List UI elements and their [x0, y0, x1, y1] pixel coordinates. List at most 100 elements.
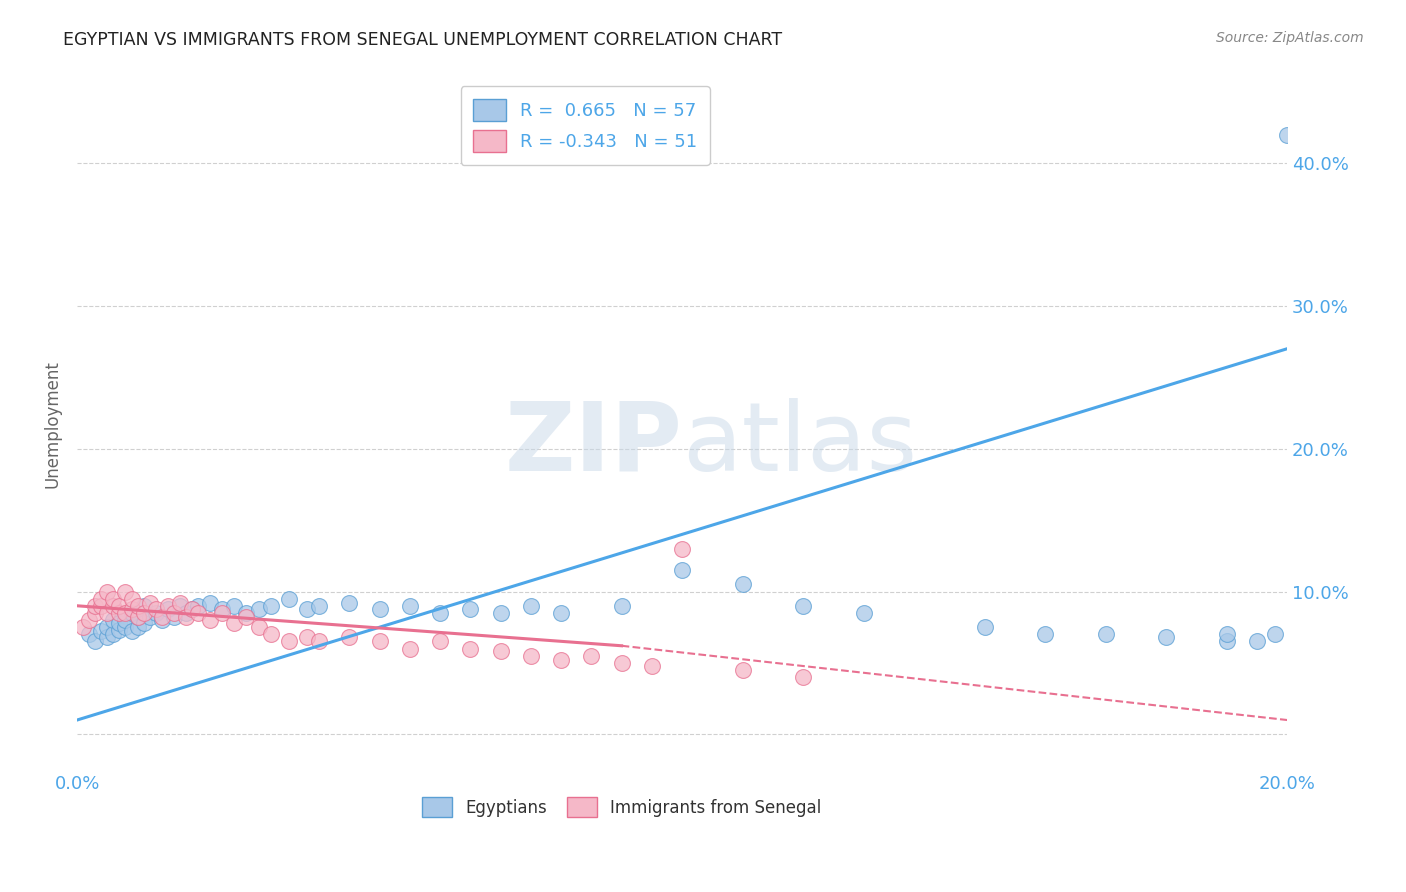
Point — [169, 599, 191, 613]
Point — [121, 606, 143, 620]
Point — [973, 620, 995, 634]
Point — [145, 606, 167, 620]
Point — [260, 627, 283, 641]
Point — [114, 584, 136, 599]
Point — [108, 615, 131, 630]
Point — [103, 591, 125, 606]
Point — [132, 606, 155, 620]
Point — [127, 610, 149, 624]
Text: ZIP: ZIP — [505, 398, 682, 491]
Point — [108, 623, 131, 637]
Point — [121, 624, 143, 639]
Text: Source: ZipAtlas.com: Source: ZipAtlas.com — [1216, 31, 1364, 45]
Point — [1154, 630, 1177, 644]
Point — [114, 606, 136, 620]
Point — [84, 606, 107, 620]
Legend: Egyptians, Immigrants from Senegal: Egyptians, Immigrants from Senegal — [415, 790, 828, 824]
Point — [247, 620, 270, 634]
Point — [174, 606, 197, 620]
Point — [671, 541, 693, 556]
Point — [156, 601, 179, 615]
Point — [277, 591, 299, 606]
Point — [103, 599, 125, 613]
Point — [121, 591, 143, 606]
Point — [1246, 634, 1268, 648]
Point — [550, 606, 572, 620]
Point — [163, 610, 186, 624]
Point — [610, 656, 633, 670]
Point — [96, 606, 118, 620]
Point — [163, 606, 186, 620]
Point — [610, 599, 633, 613]
Point — [1215, 627, 1237, 641]
Point — [127, 620, 149, 634]
Point — [181, 601, 204, 615]
Point — [90, 624, 112, 639]
Point — [429, 634, 451, 648]
Point — [235, 606, 257, 620]
Point — [72, 620, 94, 634]
Point — [489, 644, 512, 658]
Point — [1275, 128, 1298, 142]
Point — [520, 648, 543, 663]
Point — [150, 610, 173, 624]
Point — [150, 613, 173, 627]
Point — [792, 599, 814, 613]
Point — [235, 610, 257, 624]
Point — [103, 613, 125, 627]
Point — [1264, 627, 1286, 641]
Point — [1094, 627, 1116, 641]
Point — [295, 601, 318, 615]
Point — [792, 670, 814, 684]
Point — [114, 620, 136, 634]
Point — [1215, 634, 1237, 648]
Point — [84, 634, 107, 648]
Point — [368, 601, 391, 615]
Point — [731, 577, 754, 591]
Point — [460, 601, 482, 615]
Point — [398, 599, 420, 613]
Point — [671, 563, 693, 577]
Point — [550, 653, 572, 667]
Point — [429, 606, 451, 620]
Text: EGYPTIAN VS IMMIGRANTS FROM SENEGAL UNEMPLOYMENT CORRELATION CHART: EGYPTIAN VS IMMIGRANTS FROM SENEGAL UNEM… — [63, 31, 782, 49]
Point — [103, 627, 125, 641]
Point — [127, 599, 149, 613]
Y-axis label: Unemployment: Unemployment — [44, 359, 60, 488]
Point — [489, 606, 512, 620]
Point — [211, 606, 233, 620]
Point — [169, 596, 191, 610]
Point — [156, 599, 179, 613]
Point — [84, 599, 107, 613]
Point — [337, 630, 360, 644]
Point — [852, 606, 875, 620]
Point — [90, 591, 112, 606]
Point — [77, 627, 100, 641]
Point — [127, 610, 149, 624]
Point — [368, 634, 391, 648]
Point — [198, 613, 221, 627]
Point — [277, 634, 299, 648]
Point — [138, 610, 160, 624]
Point — [581, 648, 603, 663]
Point — [308, 634, 330, 648]
Point — [224, 615, 246, 630]
Point — [145, 601, 167, 615]
Point — [198, 596, 221, 610]
Point — [96, 630, 118, 644]
Point — [224, 599, 246, 613]
Point — [460, 641, 482, 656]
Text: atlas: atlas — [682, 398, 917, 491]
Point — [121, 601, 143, 615]
Point — [308, 599, 330, 613]
Point — [641, 658, 664, 673]
Point — [114, 613, 136, 627]
Point — [138, 596, 160, 610]
Point — [132, 615, 155, 630]
Point — [187, 599, 209, 613]
Point — [260, 599, 283, 613]
Point — [520, 599, 543, 613]
Point — [96, 584, 118, 599]
Point — [90, 599, 112, 613]
Point — [247, 601, 270, 615]
